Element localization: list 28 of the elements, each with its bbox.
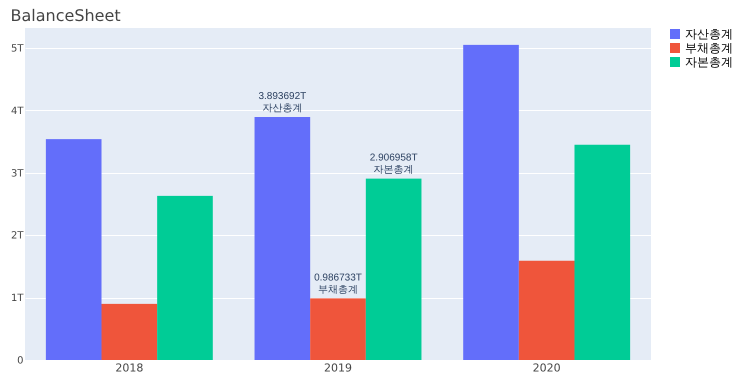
legend-label: 자산총계 xyxy=(685,27,733,41)
bar xyxy=(574,144,630,360)
data-label: 2.906958T xyxy=(370,152,418,164)
bar xyxy=(157,196,213,360)
text: 자산총계 xyxy=(262,103,302,114)
x-tick-label: 2018 xyxy=(115,362,144,374)
bar xyxy=(254,117,310,360)
y-tick-label: 1T xyxy=(11,293,24,304)
data-label: 0.986733T xyxy=(314,272,362,284)
y-tick-label: 5T xyxy=(11,43,24,54)
bar xyxy=(102,304,158,360)
text: 부채총계 xyxy=(318,284,358,296)
bar xyxy=(463,44,519,360)
bar xyxy=(46,139,102,360)
bar xyxy=(518,260,574,360)
text: 자본총계 xyxy=(374,164,414,176)
data-label: 3.893692T xyxy=(258,91,306,102)
y-tick-label: 3T xyxy=(11,168,24,180)
x-tick-label: 2019 xyxy=(324,362,352,374)
y-tick-label: 2T xyxy=(11,230,24,242)
legend-label: 부채총계 xyxy=(685,41,733,55)
y-tick-label: 0 xyxy=(17,356,24,366)
bar xyxy=(366,178,422,360)
y-tick-label: 4T xyxy=(11,106,24,117)
legend-label: 자본총계 xyxy=(685,55,733,69)
bar xyxy=(310,298,366,360)
x-tick-label: 2020 xyxy=(532,362,561,374)
chart-title: BalanceSheet xyxy=(10,6,121,25)
